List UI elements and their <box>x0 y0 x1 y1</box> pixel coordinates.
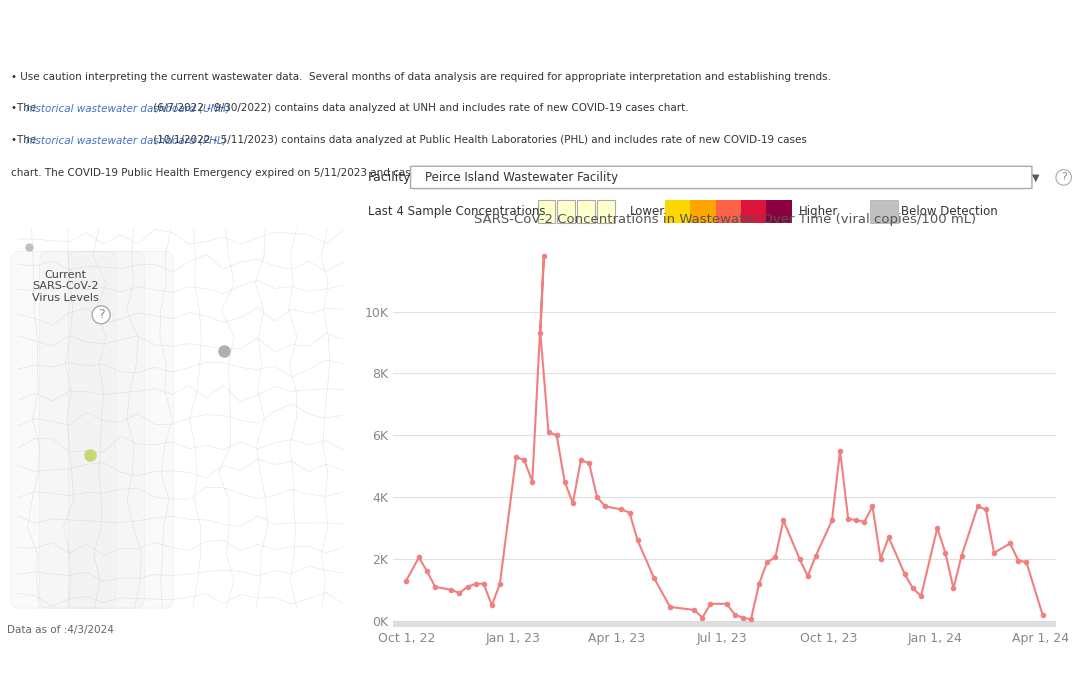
FancyBboxPatch shape <box>40 251 144 608</box>
Text: historical wastewater dashboard (PHL): historical wastewater dashboard (PHL) <box>26 135 226 145</box>
Text: chart. The COVID-19 Public Health Emergency expired on 5/11/2023 and case rate d: chart. The COVID-19 Public Health Emerge… <box>11 168 595 178</box>
Bar <box>557 200 575 223</box>
Text: Data as of :4/3/2024: Data as of :4/3/2024 <box>8 625 114 635</box>
Bar <box>597 200 614 223</box>
Text: Last 4 Sample Concentrations: Last 4 Sample Concentrations <box>369 205 545 218</box>
Bar <box>716 200 741 223</box>
Text: Current
SARS-CoV-2
Virus Levels: Current SARS-CoV-2 Virus Levels <box>31 269 98 303</box>
Text: Facility: Facility <box>369 171 412 184</box>
Text: (10/1/2022 - 5/11/2023) contains data analyzed at Public Health Laboratories (PH: (10/1/2022 - 5/11/2023) contains data an… <box>150 135 806 145</box>
Text: ?: ? <box>1061 172 1066 183</box>
FancyBboxPatch shape <box>69 251 174 608</box>
Bar <box>577 200 595 223</box>
Text: • Use caution interpreting the current wastewater data.  Several months of data : • Use caution interpreting the current w… <box>11 72 831 82</box>
Title: SARS-CoV-2 Concentrations in Wastewater Over Time (viral copies/100 mL): SARS-CoV-2 Concentrations in Wastewater … <box>474 213 976 226</box>
FancyBboxPatch shape <box>11 251 115 608</box>
Text: (6/7/2022 - 9/30/2022) contains data analyzed at UNH and includes rate of new CO: (6/7/2022 - 9/30/2022) contains data ana… <box>150 103 689 114</box>
Text: SARS-CoV-2  Wastewater Surveillance: SARS-CoV-2 Wastewater Surveillance <box>301 17 777 38</box>
Bar <box>870 200 898 223</box>
Text: •The: •The <box>11 103 39 114</box>
Bar <box>538 200 555 223</box>
Text: historical wastewater dashboard (UNH): historical wastewater dashboard (UNH) <box>26 103 230 114</box>
Bar <box>690 200 716 223</box>
Bar <box>766 200 792 223</box>
Text: •The: •The <box>11 135 39 145</box>
Text: Lower: Lower <box>630 205 665 218</box>
Bar <box>665 200 690 223</box>
Text: Below Detection: Below Detection <box>901 205 998 218</box>
Text: Higher: Higher <box>799 205 839 218</box>
Bar <box>741 200 766 223</box>
FancyBboxPatch shape <box>411 166 1032 189</box>
Text: ▼: ▼ <box>1032 172 1039 183</box>
Bar <box>393 621 1056 627</box>
Text: Peirce Island Wastewater Facility: Peirce Island Wastewater Facility <box>425 171 618 184</box>
Text: ?: ? <box>98 308 105 321</box>
